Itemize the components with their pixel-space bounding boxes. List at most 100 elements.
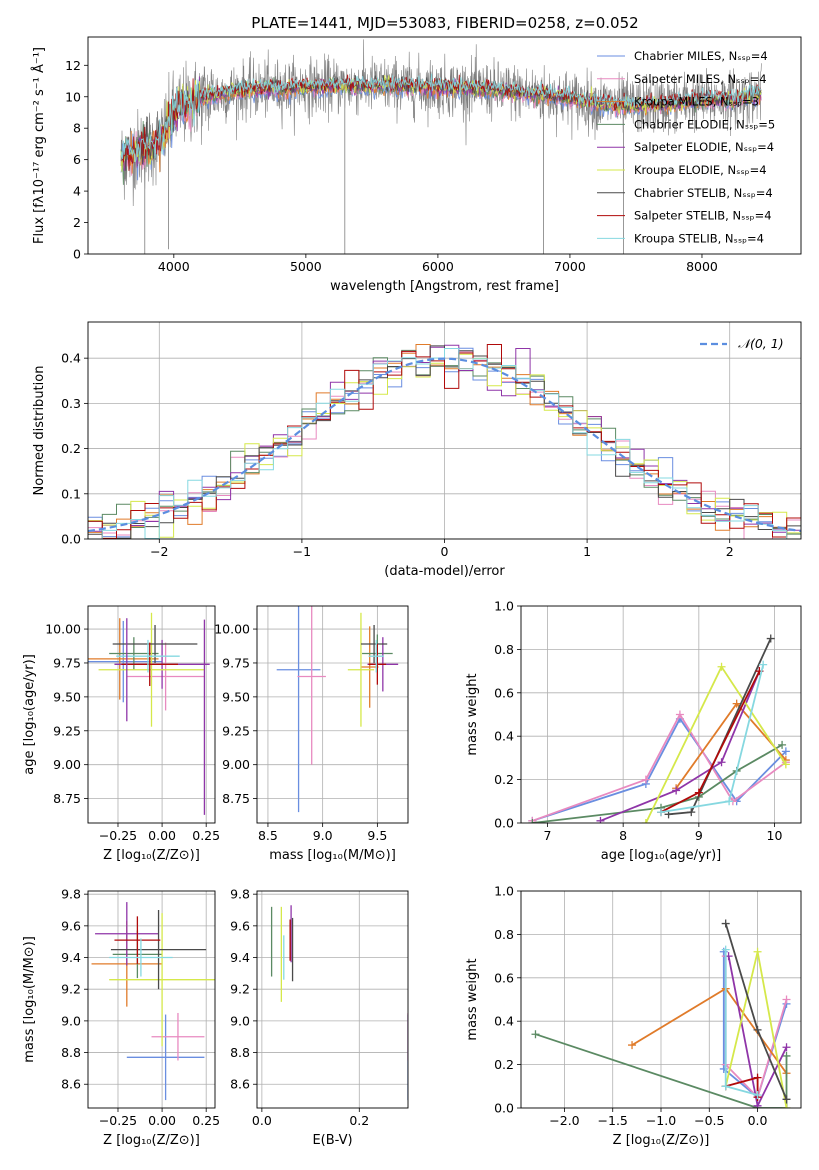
x-axis-label: Z [log₁₀(Z/Z⊙)]: [103, 1133, 200, 1148]
residual-histogram: [88, 347, 801, 538]
model-spectrum-line: [120, 73, 762, 163]
x-tick-label: 5000: [290, 259, 322, 274]
data-point-marker: [672, 786, 681, 795]
legend-entry: Chabrier STELIB, Nₛₛₚ=4: [634, 186, 773, 200]
x-axis-label: age [log₁₀(age/yr)]: [601, 848, 722, 863]
x-tick-label: −0.5: [694, 1113, 724, 1128]
data-point-marker: [721, 919, 730, 928]
axes-frame: [87, 605, 216, 824]
y-tick-label: 8.8: [230, 1045, 250, 1060]
x-tick-label: 0.25: [192, 1113, 220, 1128]
x-axis-label: wavelength [Angstrom, rest frame]: [330, 279, 559, 294]
axes-frame: [87, 890, 216, 1109]
x-tick-label: 1: [583, 544, 591, 559]
y-tick-label: 9.50: [222, 689, 250, 704]
y-tick-label: 9.75: [53, 655, 81, 670]
y-tick-label: 9.50: [53, 689, 81, 704]
x-tick-label: −0.25: [99, 1113, 137, 1128]
data-point-marker: [687, 808, 696, 817]
legend-entry: Chabrier ELODIE, Nₛₛₚ=5: [634, 117, 775, 131]
mass_vs_ebv-plot-area: [257, 891, 408, 1108]
data-point-marker: [717, 662, 726, 671]
x-tick-label: 0.00: [148, 828, 176, 843]
normal-curve: [88, 357, 801, 533]
data-point-marker: [721, 1082, 730, 1091]
y-tick-label: 9.0: [230, 1013, 250, 1028]
axes-frame: [256, 605, 409, 824]
y-tick-label: 1.0: [494, 599, 514, 614]
x-tick-label: 0.25: [192, 828, 220, 843]
y-axis-label: mass weight: [465, 673, 480, 755]
axes-frame: [256, 890, 409, 1109]
y-tick-label: 9.4: [230, 950, 250, 965]
y-tick-label: 9.2: [230, 982, 250, 997]
data-point-marker: [657, 808, 665, 817]
x-tick-label: −0.25: [99, 828, 137, 843]
y-tick-label: 12: [65, 58, 81, 73]
axes-frame: [87, 321, 802, 540]
data-point-marker: [782, 1051, 791, 1060]
x-tick-label: 2: [726, 544, 734, 559]
x-axis-label: (data-model)/error: [384, 564, 505, 579]
y-tick-label: 0.4: [494, 1014, 514, 1029]
x-tick-label: 0.2: [349, 1113, 369, 1128]
x-tick-label: 8000: [686, 259, 718, 274]
y-tick-label: 0.8: [494, 927, 514, 942]
data-point-marker: [641, 775, 650, 784]
data-point-marker: [641, 819, 650, 823]
x-tick-label: −1.0: [646, 1113, 676, 1128]
y-tick-label: 9.00: [222, 757, 250, 772]
y-tick-label: 8.75: [53, 791, 81, 806]
y-tick-label: 0.2: [61, 441, 81, 456]
panel-mass_vs_ebv: 0.0 0.2 8.6 8.8 9.0 9.2 9.4 9.6 9.8 E(B-V): [230, 887, 409, 1148]
data-point-marker: [753, 1090, 762, 1099]
age_vs_Z-plot-area: [88, 606, 215, 823]
data-point-marker: [753, 1025, 762, 1034]
weight-line: [535, 1033, 788, 1108]
y-tick-label: 8.6: [61, 1077, 81, 1092]
data-point-marker: [782, 1095, 791, 1104]
y-tick-label: 8.75: [222, 791, 250, 806]
y-tick-label: 9.2: [61, 982, 81, 997]
y-tick-label: 0: [73, 247, 81, 262]
data-point-marker: [782, 1043, 791, 1052]
spectrum-legend: Chabrier MILES, Nₛₛₚ=4 Salpeter MILES, Nₛ…: [597, 49, 775, 245]
y-tick-label: 0.8: [494, 642, 514, 657]
y-tick-label: 0.6: [494, 685, 514, 700]
legend-entry: Kroupa MILES, Nₛₛₚ=3: [634, 95, 759, 109]
weight_vs_age-plot-area: [521, 606, 801, 823]
data-point-marker: [778, 740, 787, 749]
legend-entry: Salpeter MILES, Nₛₛₚ=4: [634, 72, 767, 86]
x-tick-label: 0.0: [748, 1113, 768, 1128]
legend-entry: Chabrier MILES, Nₛₛₚ=4: [634, 49, 768, 63]
data-point-marker: [531, 1030, 540, 1039]
y-tick-label: 0.0: [61, 532, 81, 547]
x-tick-label: 0.0: [252, 1113, 272, 1128]
x-tick-label: 8: [619, 828, 627, 843]
y-tick-label: 0.2: [494, 772, 514, 787]
panel-spectrum: 4000 5000 6000 7000 8000 0 2 4 6 8 10 12 wavelength …: [31, 36, 802, 294]
y-tick-label: 0.0: [494, 816, 514, 831]
data-point-marker: [528, 819, 537, 823]
y-tick-label: 4: [73, 184, 81, 199]
x-tick-label: −2: [150, 544, 168, 559]
residual-histogram: [88, 344, 801, 539]
panel-mass_vs_Z: −0.25 0.00 0.25 8.6 8.8 9.0 9.2 9.4 9.6 9.8 Z [log…: [22, 887, 220, 1148]
axes-frame: [520, 605, 802, 824]
y-tick-label: 9.8: [61, 887, 81, 902]
y-tick-label: 10.00: [45, 622, 81, 637]
data-point-marker: [717, 758, 726, 767]
y-tick-label: 9.0: [61, 1013, 81, 1028]
spectrum-plot-area: [120, 39, 762, 254]
panel-age_vs_mass: 8.5 9.0 9.5 8.75 9.00 9.25 9.50 9.75 10.00 mass […: [214, 605, 409, 863]
legend-entry: Salpeter ELODIE, Nₛₛₚ=4: [634, 140, 774, 154]
x-tick-label: 0.00: [148, 1113, 176, 1128]
x-tick-label: 6000: [422, 259, 454, 274]
x-tick-label: −1: [293, 544, 311, 559]
x-tick-label: 9: [695, 828, 703, 843]
panel-weight_vs_age: 7 8 9 10 0.0 0.2 0.4 0.6 0.8 1.0 age [log₁₀(age/yr…: [465, 599, 802, 863]
x-tick-label: 8.5: [258, 828, 278, 843]
y-tick-label: 9.6: [230, 918, 250, 933]
y-tick-label: 9.75: [222, 655, 250, 670]
residual-histogram: [88, 345, 801, 539]
